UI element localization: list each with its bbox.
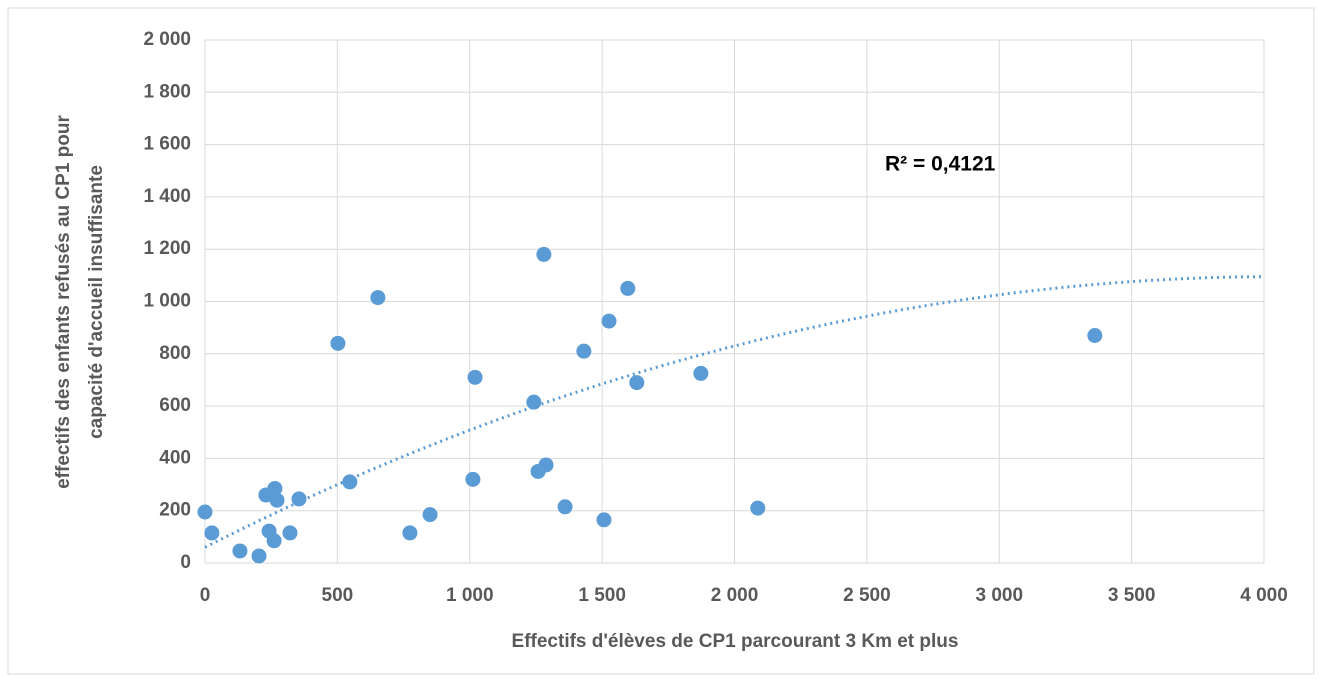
- data-point: [282, 525, 298, 541]
- data-point: [596, 512, 612, 528]
- data-point: [536, 246, 552, 262]
- y-tick-label: 400: [159, 447, 191, 468]
- data-point: [266, 533, 282, 549]
- data-point: [601, 313, 617, 329]
- data-point: [557, 499, 573, 515]
- data-point: [342, 474, 358, 490]
- data-point: [402, 525, 418, 541]
- x-tick-label: 3 500: [1108, 585, 1156, 606]
- x-tick-label: 3 000: [975, 585, 1023, 606]
- data-point: [204, 525, 220, 541]
- x-tick-label: 1 500: [578, 585, 626, 606]
- data-point: [465, 471, 481, 487]
- x-tick-label: 4 000: [1240, 585, 1288, 606]
- data-point: [629, 375, 645, 391]
- data-point: [370, 290, 386, 306]
- x-tick-label: 2 000: [711, 585, 759, 606]
- x-tick-label: 0: [200, 585, 211, 606]
- y-axis-title: capacité d'accueil insuffisante: [86, 165, 107, 439]
- data-point: [538, 457, 554, 473]
- y-tick-label: 1 400: [143, 186, 191, 207]
- y-tick-label: 0: [180, 552, 191, 573]
- data-point: [1087, 327, 1103, 343]
- x-axis-title: Effectifs d'élèves de CP1 parcourant 3 K…: [512, 631, 959, 652]
- data-point: [576, 343, 592, 359]
- data-point: [526, 394, 542, 410]
- r2-annotation: R² = 0,4121: [885, 153, 996, 176]
- data-point: [330, 335, 346, 351]
- y-tick-label: 1 200: [143, 238, 191, 259]
- x-tick-label: 1 000: [446, 585, 494, 606]
- x-tick-label: 500: [322, 585, 354, 606]
- data-point: [467, 369, 483, 385]
- chart-border: [7, 7, 1315, 675]
- data-point: [269, 492, 285, 508]
- y-tick-label: 1 600: [143, 134, 191, 155]
- data-point: [291, 491, 307, 507]
- data-point: [620, 280, 636, 296]
- y-axis-title: effectifs des enfants refusés au CP1 pou…: [53, 115, 74, 489]
- y-tick-label: 200: [159, 500, 191, 521]
- y-tick-label: 1 000: [143, 291, 191, 312]
- data-point: [422, 507, 438, 523]
- data-point: [693, 365, 709, 381]
- y-tick-label: 1 800: [143, 81, 191, 102]
- x-tick-label: 2 500: [843, 585, 891, 606]
- data-point: [197, 504, 213, 520]
- data-point: [232, 543, 248, 559]
- y-tick-label: 600: [159, 395, 191, 416]
- data-point: [267, 480, 283, 496]
- data-point: [750, 500, 766, 516]
- y-tick-label: 2 000: [143, 29, 191, 50]
- y-tick-label: 800: [159, 343, 191, 364]
- data-point: [251, 548, 267, 564]
